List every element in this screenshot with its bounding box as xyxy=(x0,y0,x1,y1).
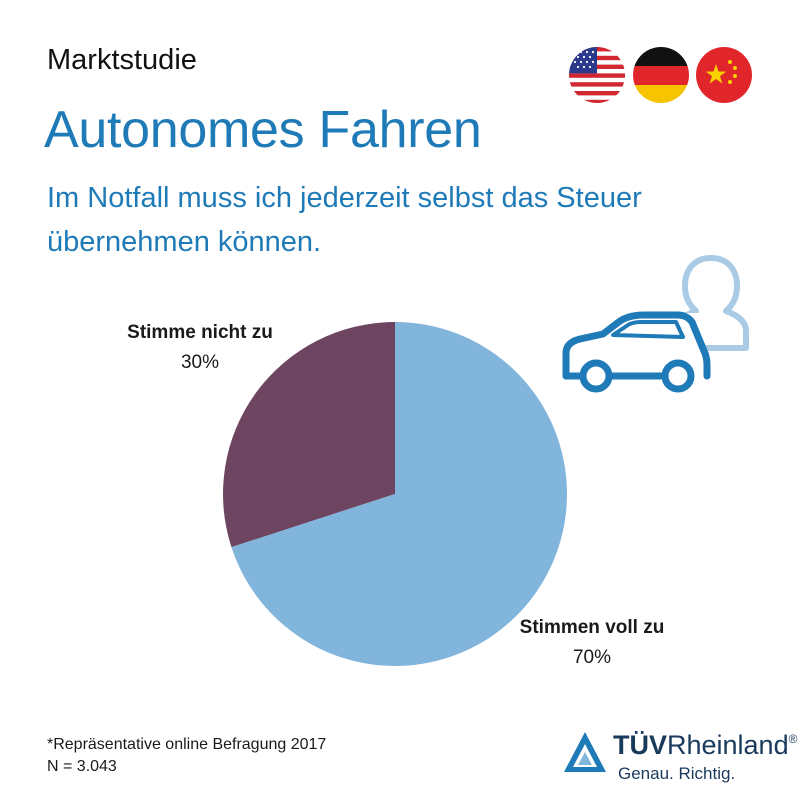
page-title: Autonomes Fahren xyxy=(44,101,482,159)
slice-label-disagree-value: 30% xyxy=(180,352,220,373)
footnote: *Repräsentative online Befragung 2017 N … xyxy=(47,734,326,778)
driver-silhouette-icon xyxy=(673,255,749,351)
logo-triangle-icon xyxy=(564,732,606,772)
pie-slice-disagree xyxy=(223,322,395,548)
germany-flag-icon xyxy=(633,47,689,103)
logo-brand: TÜVRheinland® xyxy=(613,730,797,761)
pie-slice-agree xyxy=(231,322,568,666)
logo-slogan: Genau. Richtig. xyxy=(618,764,736,783)
slice-label-agree: Stimmen voll zu 70% xyxy=(492,617,692,669)
footnote-survey: *Repräsentative online Befragung 2017 xyxy=(47,736,327,753)
tuv-rheinland-logo: TÜVRheinland® Genau. Richtig. xyxy=(562,726,797,786)
logo-brand-regular: Rheinland xyxy=(667,730,789,760)
registered-mark: ® xyxy=(788,732,798,746)
country-flags xyxy=(569,47,752,103)
logo-brand-bold: TÜV xyxy=(613,730,667,760)
slice-label-disagree: Stimme nicht zu 30% xyxy=(100,322,300,374)
china-flag-icon xyxy=(696,47,752,103)
slice-label-agree-name: Stimmen voll zu xyxy=(519,617,665,638)
study-kicker: Marktstudie xyxy=(47,44,197,76)
car-driver-icon xyxy=(562,255,749,393)
slice-label-disagree-name: Stimme nicht zu xyxy=(127,322,273,343)
footnote-sample-size: N = 3.043 xyxy=(47,758,117,775)
subtitle-line-1: Im Notfall muss ich jederzeit selbst das… xyxy=(47,182,642,214)
page-subtitle: Im Notfall muss ich jederzeit selbst das… xyxy=(47,176,642,264)
subtitle-line-2: übernehmen können. xyxy=(47,226,322,258)
slice-label-agree-value: 70% xyxy=(572,647,612,668)
